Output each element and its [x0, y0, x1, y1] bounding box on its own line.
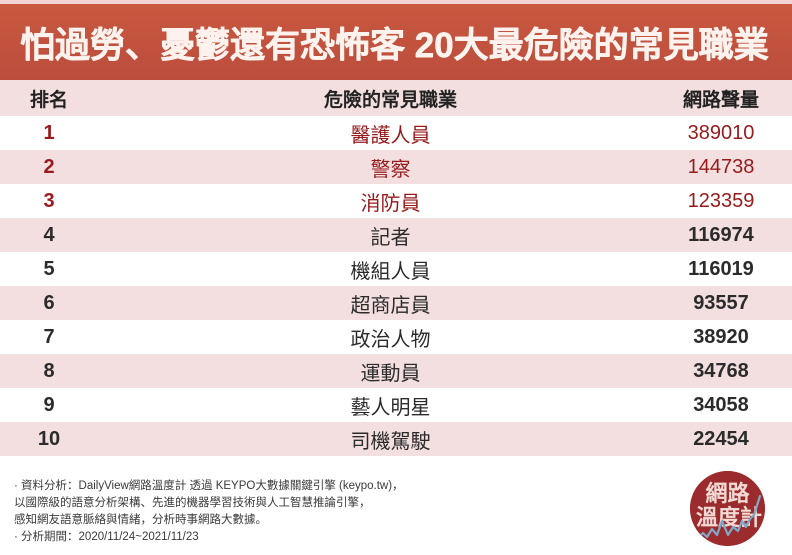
svg-text:網路: 網路: [705, 481, 750, 506]
